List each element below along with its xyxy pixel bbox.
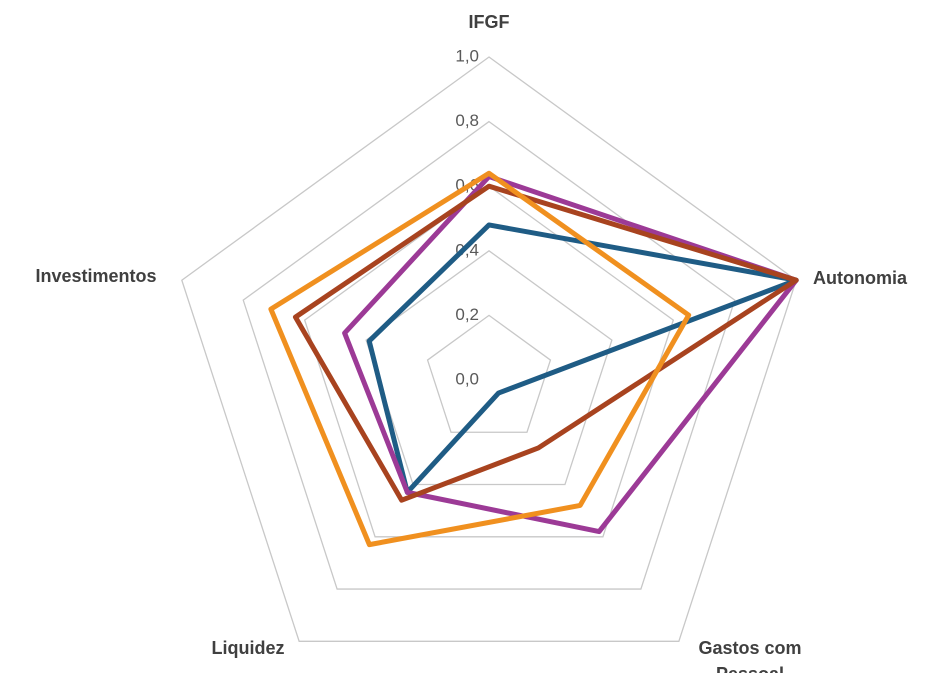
grid-ring	[365, 249, 613, 486]
category-label: Liquidez	[211, 638, 285, 658]
grid-ring	[242, 120, 736, 590]
y-tick-label: 0,0	[455, 369, 479, 388]
grid-ring	[426, 314, 552, 433]
y-tick-label: 0,8	[455, 111, 479, 130]
grid-ring	[181, 56, 797, 642]
y-tick-label: 1,0	[455, 46, 479, 65]
category-label: Autonomia	[813, 268, 907, 288]
y-tick-label: 0,2	[455, 305, 479, 324]
category-label: IFGF	[468, 12, 510, 32]
series-line	[366, 222, 799, 495]
category-label: Gastos com Pessoal	[698, 638, 802, 673]
series-line	[292, 183, 799, 503]
grid-ring	[303, 185, 675, 538]
category-label: Investimentos	[35, 266, 157, 286]
series-line	[268, 170, 692, 548]
